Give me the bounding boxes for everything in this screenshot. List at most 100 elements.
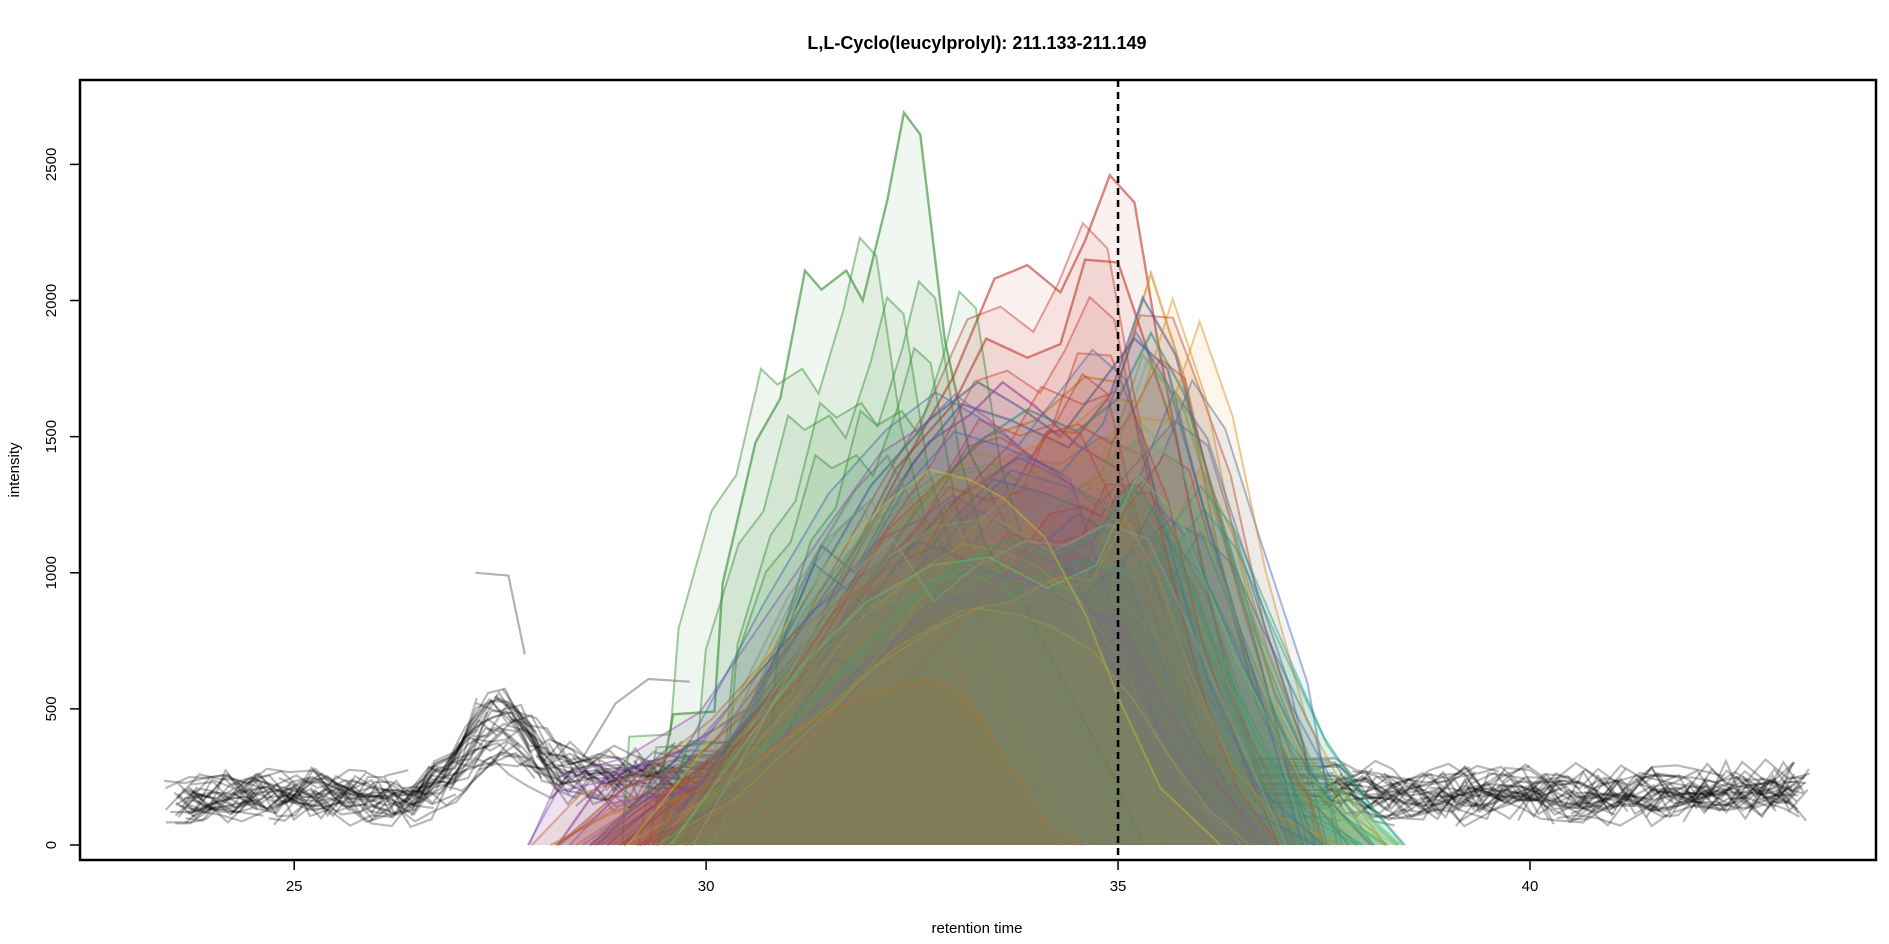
background-trace [173,765,367,811]
background-trace [1380,773,1418,801]
peak-variation-fill [594,566,1320,845]
background-trace [176,770,391,800]
background-trace [170,783,291,814]
peak-fill-green-light [673,355,1399,845]
background-trace [267,751,608,828]
background-trace [560,756,619,793]
peak-fill-purple [557,382,1267,845]
background-trace [232,766,439,805]
background-trace [175,787,235,807]
background-trace [350,737,509,818]
background-trace [547,742,1359,802]
background-trace [415,726,1342,808]
background-trace [1323,775,1385,800]
background-trace [1703,778,1765,811]
peak-variation-fill [710,441,1305,845]
background-trace [486,718,576,790]
background-trace [1583,764,1724,790]
peak-variation-line [669,464,1388,846]
background-trace [1692,767,1793,801]
peak-variation-fill [664,503,1316,845]
background-trace [589,763,1421,810]
peak-variation-fill [638,297,1125,846]
background-trace [232,791,258,811]
background-trace [1645,785,1669,818]
background-trace [1687,760,1767,790]
peak-variation-line [637,357,1323,846]
x-axis-label: retention time [932,920,1023,937]
background-trace [695,765,1617,800]
background-trace [1781,785,1799,798]
background-trace [1782,780,1807,785]
peak-variation-fill [613,447,1330,845]
background-trace [384,769,409,778]
background-trace [1638,772,1676,788]
background-trace [1649,789,1732,813]
background-trace [268,805,303,822]
background-trace [1695,761,1795,798]
background-trace [627,790,694,810]
background-trace [1517,785,1555,825]
peak-trace-teal [672,330,1375,846]
x-tick-label: 30 [698,878,715,895]
background-trace [179,788,388,824]
peak-variation-fill [691,532,1342,845]
background-trace [1389,781,1433,797]
background-trace [1692,776,1779,810]
background-trace [1546,783,1712,814]
peak-variation-line [684,538,1386,846]
peak-variation-fill [624,517,1342,845]
y-tick-label: 1500 [43,420,60,453]
background-trace [1744,757,1810,784]
peak-variation-fill [652,332,1304,846]
background-trace [448,741,1777,819]
background-trace [1569,791,1672,828]
peak-variation-line [568,450,1279,846]
peak-variation-fill [688,576,1282,845]
background-trace [494,694,538,734]
background-trace [1360,774,1414,812]
background-trace [375,804,397,816]
background-trace [174,791,215,817]
peak-variation-fill [598,349,1324,845]
background-trace [313,718,498,808]
y-tick-label: 2500 [43,148,60,181]
background-trace [369,740,1395,827]
background-trace [349,773,428,807]
background-trace [1421,781,1602,808]
peak-variation-fill [569,451,1278,845]
peak-variation-fill [704,509,1406,845]
background-trace [1372,786,1782,824]
background-trace [272,784,331,818]
peak-variation-fill [656,608,1250,845]
background-trace [472,755,572,800]
peak-variation-fill [589,513,1315,845]
background-trace [558,765,641,802]
y-tick-label: 0 [43,841,60,849]
background-trace [1520,779,1581,796]
background-trace [191,782,358,818]
background-trace [190,767,424,801]
peak-variation-line [671,421,1399,846]
peak-variation-fill [692,540,1286,845]
background-trace [1788,788,1804,795]
background-trace [571,753,1563,813]
peak-variation-line [526,494,1238,846]
background-trace [410,789,427,796]
peak-variation-line [656,279,1145,846]
background-trace [1638,771,1753,801]
background-trace [1600,779,1684,807]
peak-trace-green-tall [647,109,1136,846]
peak-variation-fill [648,543,1242,845]
peak-trace-purple [556,380,1268,846]
peak-variation-line [528,393,1239,846]
background-trace [1367,785,1653,822]
background-trace [1471,786,1630,817]
background-trace [536,752,582,780]
background-trace [184,793,352,824]
background-trace [1490,760,1805,805]
peak-variation-line [590,221,1276,846]
chart-title: L,L-Cyclo(leucylprolyl): 211.133-211.149 [807,33,1146,53]
peak-variation-fill [582,537,1292,845]
background-trace [410,771,459,817]
